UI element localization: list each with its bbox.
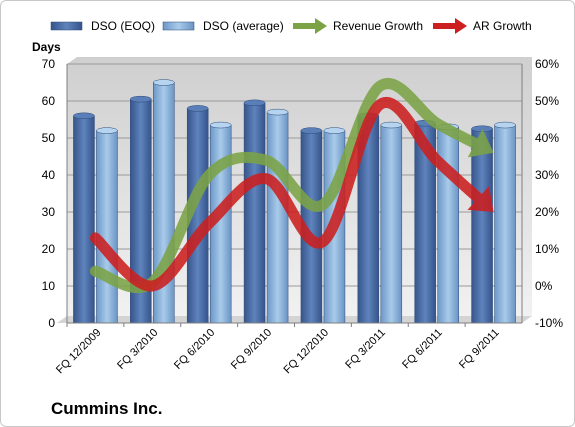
x-tick-label: FQ 9/2011: [457, 327, 502, 372]
y-left-tick-label: 70: [42, 57, 56, 71]
legend-item-dso-average: DSO (average): [162, 19, 284, 33]
legend-item-ar-growth: AR Growth: [433, 18, 532, 34]
bar-face: [380, 124, 403, 324]
x-tick-label: FQ 12/2010: [281, 327, 331, 377]
legend-label: DSO (average): [203, 19, 284, 33]
y-left-tick-label: 10: [42, 279, 56, 293]
legend-arrow-head: [455, 18, 467, 34]
x-tick-label: FQ 12/2009: [54, 327, 104, 377]
bar-top: [300, 127, 323, 134]
y-right-tick-label: 0%: [535, 279, 553, 293]
legend: DSO (EOQ) DSO (average) Revenue Growth AR G…: [50, 18, 532, 34]
y-left-tick-label: 60: [42, 94, 56, 108]
revenue-growth-path: [89, 78, 488, 294]
y-right-tick-label: 20%: [535, 205, 559, 219]
legend-arrow-head: [315, 18, 327, 34]
legend-item-dso-eoq: DSO (EOQ): [50, 19, 155, 33]
bar-top: [243, 99, 266, 107]
bar-top: [209, 121, 232, 129]
bar-top: [266, 108, 289, 116]
y-left-tick-label: 50: [42, 131, 56, 145]
y-left-tick-label: 40: [42, 168, 56, 182]
y-left-tick-label: 30: [42, 205, 56, 219]
bar-face: [494, 124, 516, 324]
y-right-tick-label: 10%: [535, 242, 559, 256]
x-tick-label: FQ 3/2010: [115, 327, 160, 372]
bar-top: [494, 121, 516, 129]
bar-face: [437, 126, 459, 324]
x-tick-label: FQ 6/2011: [400, 327, 445, 372]
bar-top: [73, 112, 95, 120]
bar-top: [380, 121, 403, 129]
x-tick-label: FQ 6/2010: [172, 327, 217, 372]
revenue-growth-arrowhead: [467, 129, 494, 158]
y-left-tick-label: 20: [42, 242, 56, 256]
bar-dso-average: [96, 127, 118, 324]
bar-dso-average: [437, 123, 459, 324]
bar-top: [323, 127, 346, 134]
y-right-tick-label: 40%: [535, 131, 559, 145]
chart-footer: Cummins Inc.: [51, 399, 163, 418]
plot-area: [57, 57, 532, 324]
floor: [57, 316, 532, 323]
bar-top: [130, 95, 152, 103]
y-axis-title: Days: [32, 40, 61, 54]
ar-growth-path: [89, 97, 490, 292]
revenue-growth-line: [89, 78, 494, 294]
legend-label: DSO (EOQ): [91, 19, 155, 33]
bar-dso-average: [494, 121, 516, 324]
y-right-tick-label: 60%: [535, 57, 559, 71]
legend-item-revenue-growth: Revenue Growth: [293, 18, 423, 34]
bar-face: [243, 102, 266, 324]
bar-top: [186, 105, 209, 112]
legend-swatch: [162, 21, 195, 31]
bar-face: [96, 130, 118, 324]
legend-swatch: [50, 21, 83, 31]
y-right-tick-label: 30%: [535, 168, 559, 182]
bar-dso-average: [266, 108, 289, 324]
bar-top: [96, 127, 118, 134]
bar-face: [266, 111, 289, 324]
bar-dso-eoq: [300, 127, 323, 324]
legend-label: Revenue Growth: [333, 19, 423, 33]
bar-dso-eoq: [243, 99, 266, 324]
bar-top: [153, 79, 175, 86]
y-right-tick-label: 50%: [535, 94, 559, 108]
bar-dso-eoq: [130, 95, 152, 324]
bar-dso-eoq: [73, 112, 95, 324]
y-left-tick-label: 0: [48, 316, 55, 330]
legend-label: AR Growth: [473, 19, 532, 33]
x-tick-label: FQ 9/2010: [229, 327, 274, 372]
bar-face: [73, 115, 95, 324]
bar-dso-average: [380, 121, 403, 324]
ar-growth-arrowhead: [467, 186, 494, 212]
ar-growth-line: [89, 97, 494, 292]
x-tick-label: FQ 3/2011: [343, 327, 388, 372]
bar-face: [471, 128, 493, 324]
y-right-tick-label: -10%: [535, 316, 563, 330]
